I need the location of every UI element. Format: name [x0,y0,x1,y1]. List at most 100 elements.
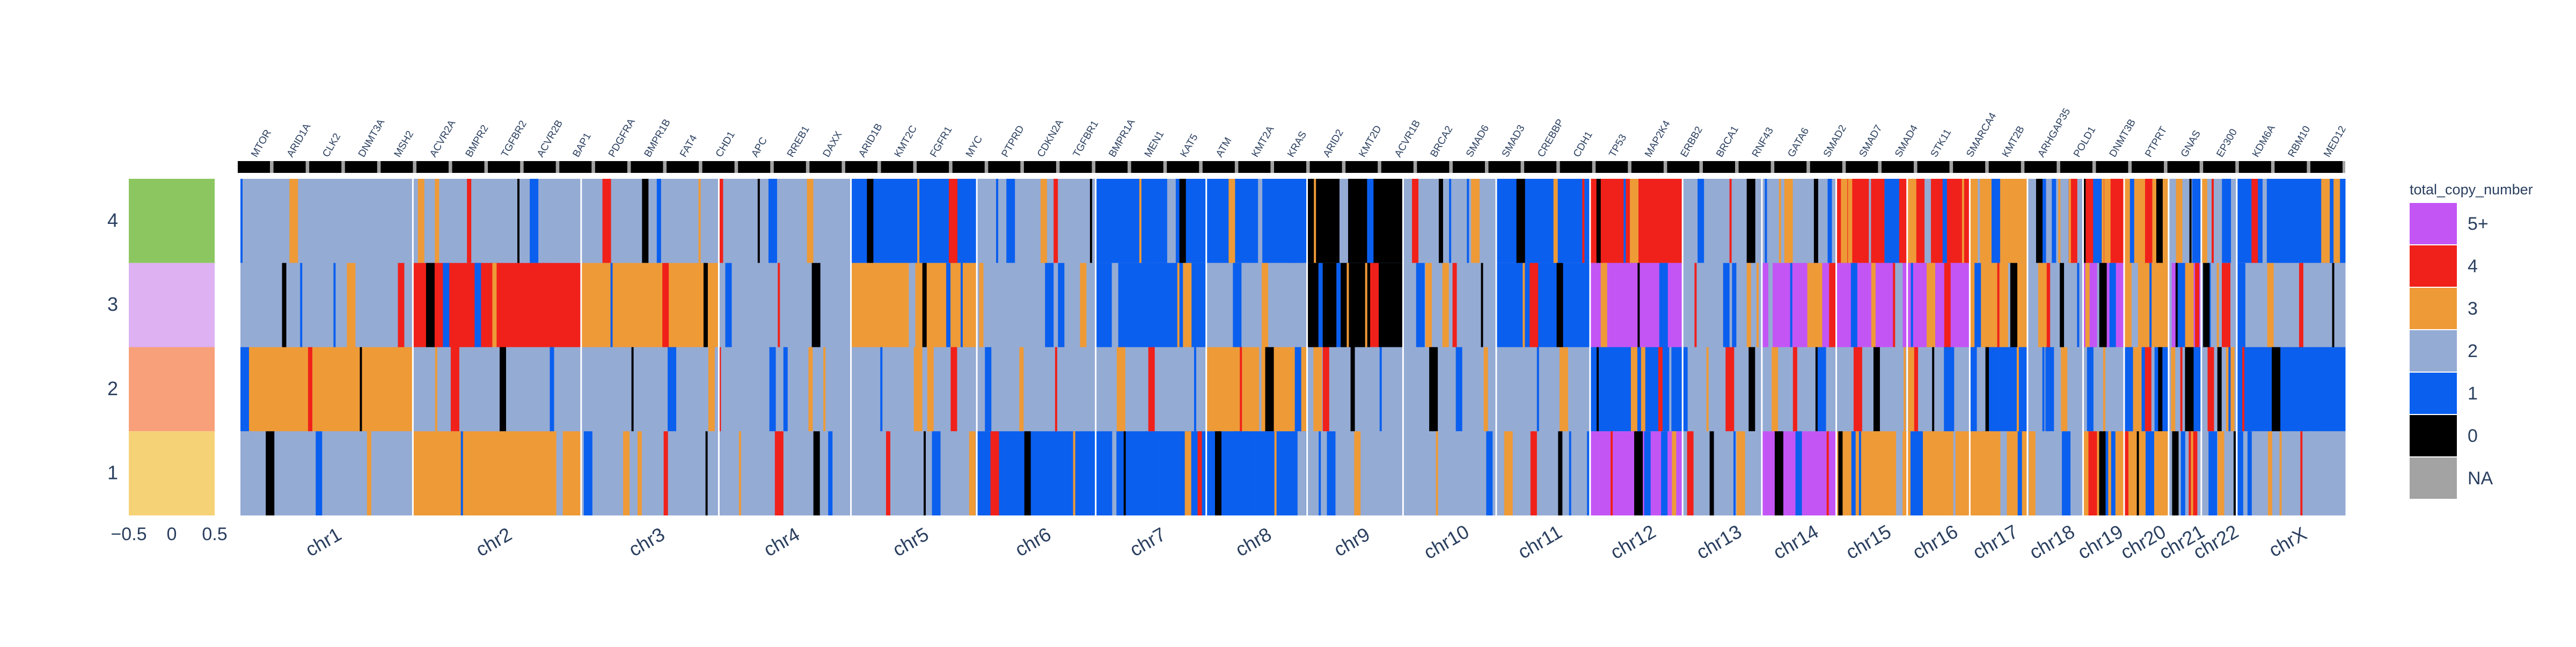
heatmap-cell [1596,179,1601,263]
gene-label: BRCA1 [1714,124,1741,159]
heatmap-cell [1779,179,1781,263]
heatmap-cell [2222,179,2229,263]
heatmap-cell [663,431,668,515]
heatmap-cell [1367,179,1374,263]
gene-label: SMAD6 [1464,123,1491,159]
heatmap-cell [1403,347,1497,432]
heatmap-cell [2145,431,2154,515]
heatmap-cell [1974,263,1981,347]
heatmap-cell [550,347,554,432]
gene-annotation-mark [1059,161,1092,173]
heatmap-cell [2042,347,2045,432]
heatmap-cell [2211,179,2214,263]
heatmap-cell [1990,263,1995,347]
gene-annotation-mark [2060,161,2092,173]
gene-label: DNMT3B [2107,117,2138,159]
heatmap-cell [435,179,440,263]
heatmap-cell [705,431,708,515]
heatmap-cell [2194,347,2201,432]
legend-swatch [2410,457,2457,499]
gene-annotation-mark [1452,161,1485,173]
gene-label: ARID1A [285,121,313,159]
chromosome-label: chr1 [302,523,345,561]
heatmap-cell [1927,263,1936,347]
chromosome-label: chr8 [1232,523,1275,561]
gene-annotation-mark [1738,161,1771,173]
heatmap-cell [1116,347,1125,432]
heatmap-cell [1322,347,1329,432]
heatmap-cell [1523,263,1525,347]
heatmap-cell [1107,179,1111,263]
heatmap-cell [556,431,563,515]
sample-row-label: 4 [107,209,118,231]
gene-label: GATA6 [1785,126,1811,159]
heatmap-cell [2201,179,2206,263]
gene-label: SMAD2 [1821,123,1849,159]
heatmap-cell [1962,179,1964,263]
gene-annotation-mark [702,161,735,173]
legend-swatch [2410,245,2457,287]
heatmap-cell [1761,263,1837,347]
heatmap-cell [2208,431,2218,515]
heatmap-cell [1496,347,1591,432]
gene-label: MEN1 [1143,129,1167,159]
heatmap-cell [1795,431,1802,515]
heatmap-cell [1425,263,1432,347]
heatmap-cell [1927,431,1934,515]
heatmap-cell [867,179,874,263]
gene-annotation-mark [2096,161,2128,173]
heatmap-cell [719,179,723,263]
clinical-cell [129,179,215,263]
heatmap-cell [581,347,719,432]
heatmap-cell [731,347,741,432]
gene-annotation-mark [273,161,306,173]
heatmap-cell [290,347,297,432]
gene-label: CREBBP [1535,117,1566,159]
heatmap-cell [2333,179,2340,263]
heatmap-cell [1530,431,1537,515]
heatmap-cell [1869,179,1871,263]
heatmap-cell [2332,263,2334,347]
heatmap-cell [1661,431,1668,515]
heatmap-cell [499,347,506,432]
heatmap-cell [2088,431,2097,515]
heatmap-cell [1152,431,1161,515]
heatmap-cell [2109,347,2118,432]
heatmap-cell [1682,431,1762,515]
heatmap-cell [1893,263,1896,347]
gene-label: ARID2 [1321,128,1346,159]
gene-label: BMPR1A [1107,117,1137,159]
heatmap-cell [1816,263,1823,347]
heatmap-cell [1669,347,1672,432]
heatmap-cell [2124,431,2128,515]
gene-label: PTPRD [999,123,1026,159]
gene-annotation-mark [488,161,521,173]
heatmap-cell [725,263,732,347]
heatmap-cell [2099,431,2106,515]
gene-label: SMAD7 [1857,123,1885,159]
heatmap-cell [1265,347,1274,432]
heatmap-cell [2191,431,2193,515]
heatmap-cell [1006,179,1015,263]
heatmap-cell [2247,431,2252,515]
heatmap-cell [2068,179,2071,263]
heatmap-cell [360,347,362,432]
chromosome-label: chr2 [472,523,515,561]
heatmap-cell [2045,347,2054,432]
chromosome-label: chr12 [1607,520,1659,564]
sample-row-label: 2 [107,377,118,399]
heatmap-cell [460,431,463,515]
gene-annotation-mark [1023,161,1056,173]
heatmap-cell [2093,179,2102,263]
chromosome-label: chr5 [889,523,932,561]
heatmap-cell [1240,347,1242,432]
heatmap-cell [1611,431,1613,515]
heatmap-cell [2085,263,2090,347]
heatmap-cell [861,263,863,347]
heatmap-cell [1748,347,1755,432]
heatmap-cell [1304,263,1306,347]
heatmap-cell [1826,431,1829,515]
gene-label: ERBB2 [1679,125,1705,159]
gene-label: MSH2 [392,129,416,159]
heatmap-cell [1991,179,2000,263]
